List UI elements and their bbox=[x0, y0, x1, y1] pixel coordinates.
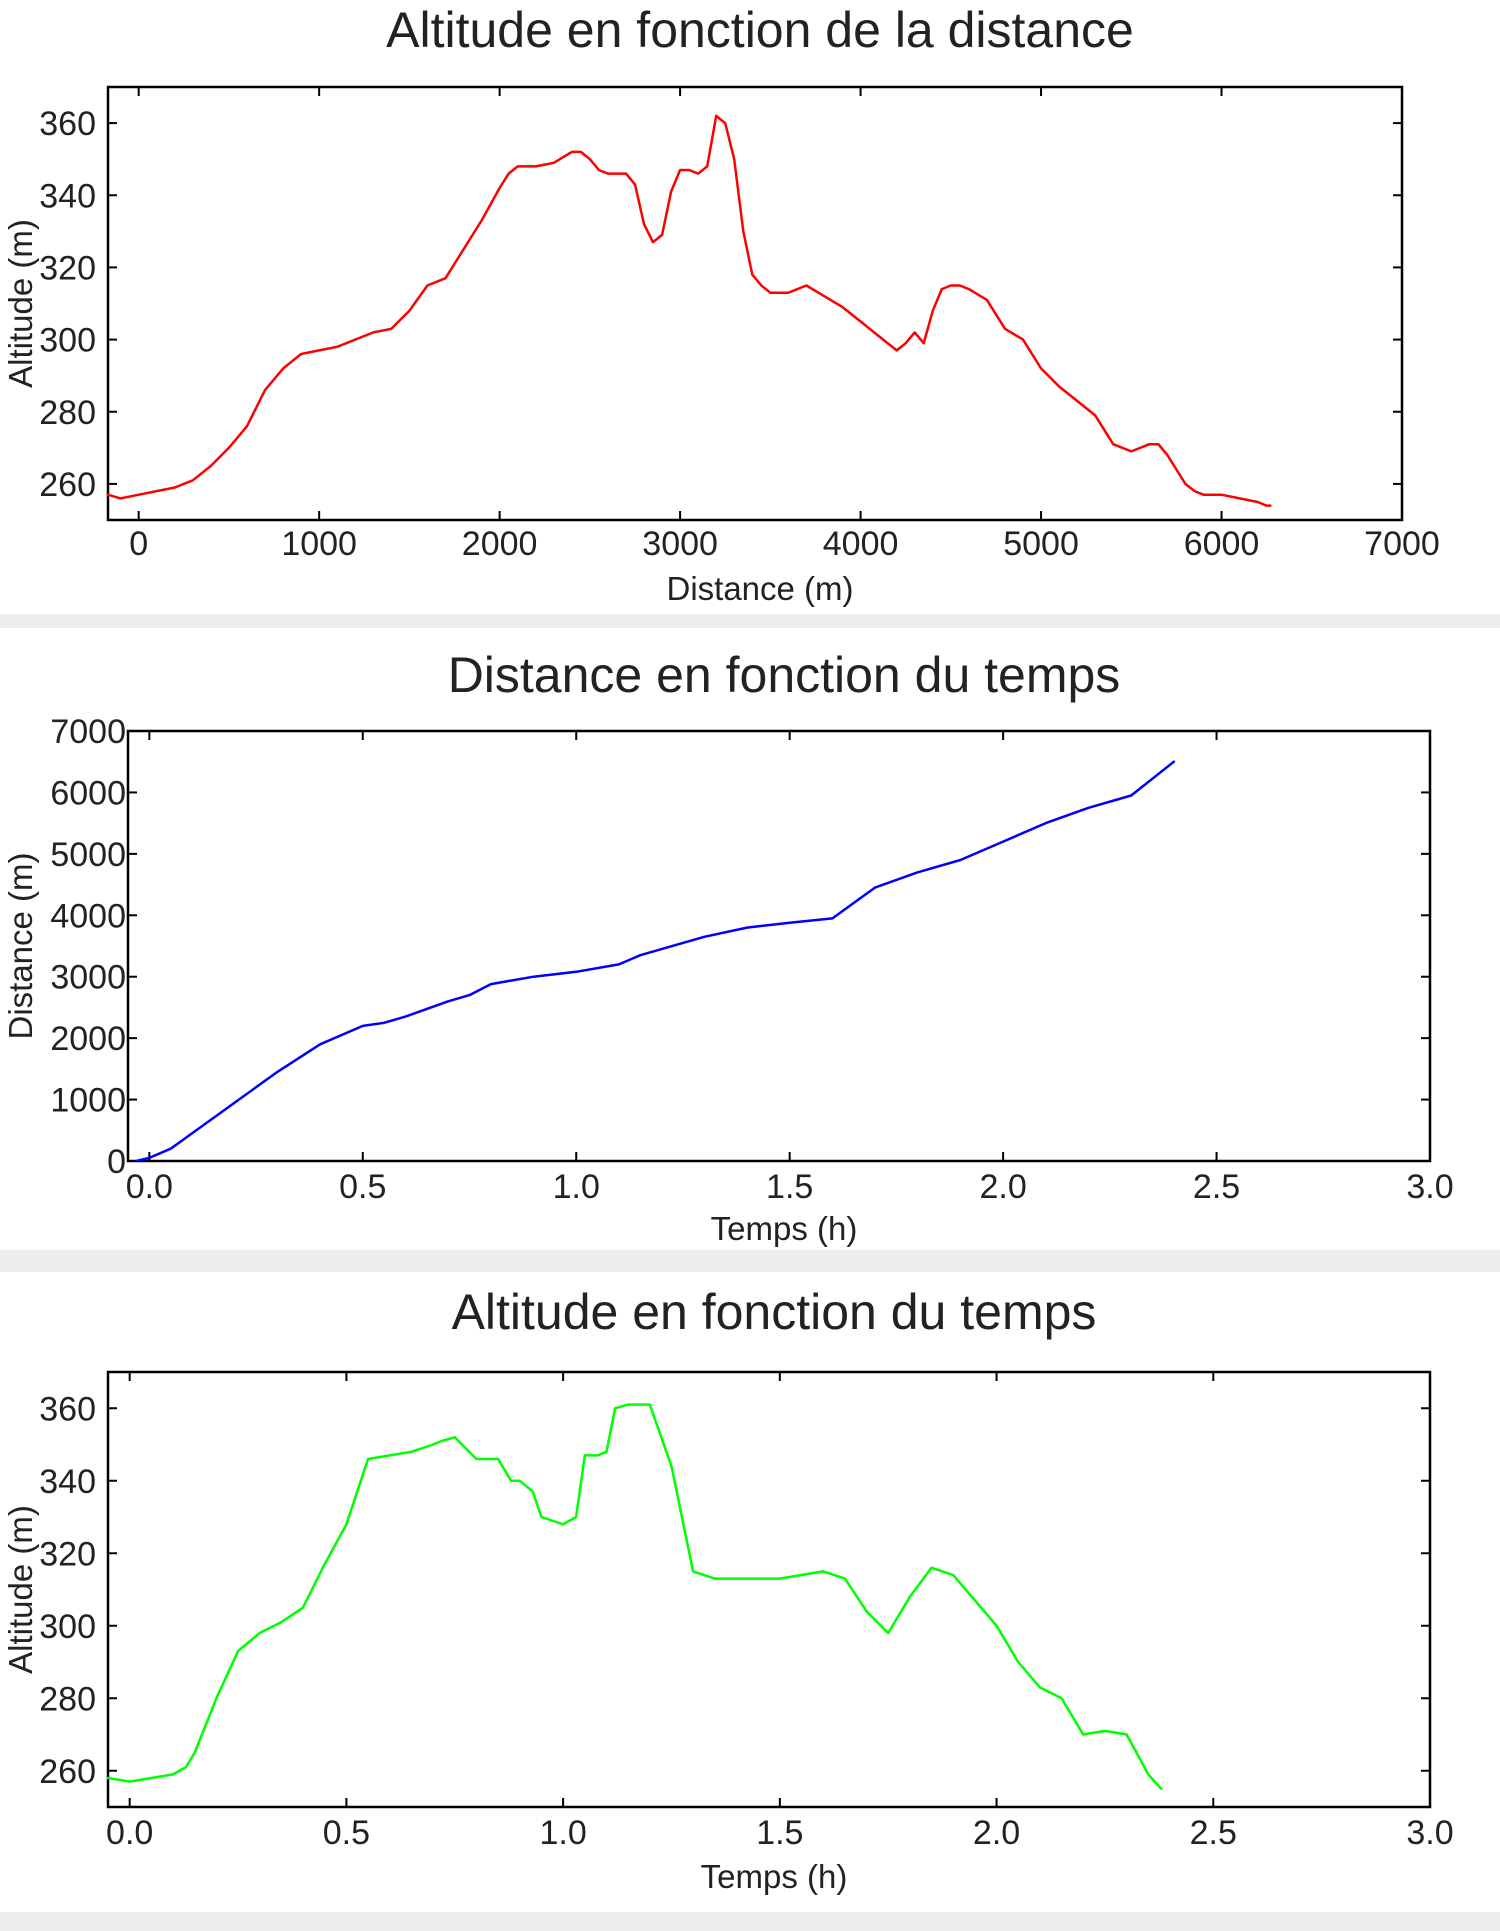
x-tick-label: 2.0 bbox=[973, 1814, 1020, 1852]
x-tick-label: 3000 bbox=[642, 525, 718, 563]
x-tick-label: 1.5 bbox=[766, 1168, 813, 1206]
chart-distance-vs-time-panel: Distance en fonction du temps 0.0 0.5 1.0 1.… bbox=[0, 628, 1500, 1250]
y-tick-label: 7000 bbox=[50, 713, 126, 751]
y-tick-label: 340 bbox=[39, 177, 96, 215]
x-axis-label: Temps (h) bbox=[701, 1858, 848, 1895]
panel-divider bbox=[0, 1250, 1500, 1272]
x-tick-label: 0.0 bbox=[106, 1814, 153, 1852]
chart-title: Distance en fonction du temps bbox=[448, 647, 1121, 703]
x-tick-label: 2000 bbox=[462, 525, 538, 563]
x-tick-label: 0.5 bbox=[323, 1814, 370, 1852]
x-tick-label: 1.0 bbox=[553, 1168, 600, 1206]
chart-altitude-vs-distance: Altitude en fonction de la distance 0 1000… bbox=[2, 2, 1440, 607]
y-tick-label: 2000 bbox=[50, 1020, 126, 1058]
y-tick-label: 0 bbox=[107, 1143, 126, 1181]
chart-title: Altitude en fonction du temps bbox=[452, 1284, 1097, 1340]
x-tick-label: 3.0 bbox=[1406, 1168, 1453, 1206]
y-tick-label: 300 bbox=[39, 1608, 96, 1646]
y-tick-label: 4000 bbox=[50, 897, 126, 935]
y-tick-label: 340 bbox=[39, 1463, 96, 1501]
panel-divider bbox=[0, 1912, 1500, 1931]
series-line bbox=[106, 114, 1272, 507]
series-line bbox=[106, 1403, 1163, 1791]
x-tick-label: 0.5 bbox=[339, 1168, 386, 1206]
y-tick-label: 320 bbox=[39, 249, 96, 287]
chart-altitude-vs-time-panel: Altitude en fonction du temps 0.0 0.5 1.0 1.… bbox=[0, 1272, 1500, 1912]
y-tick-label: 280 bbox=[39, 1680, 96, 1718]
plot-frame bbox=[126, 729, 1432, 1163]
x-tick-label: 4000 bbox=[823, 525, 899, 563]
chart-altitude-vs-distance-panel: Altitude en fonction de la distance 0 1000… bbox=[0, 0, 1500, 614]
y-tick-label: 260 bbox=[39, 466, 96, 504]
y-tick-label: 3000 bbox=[50, 959, 126, 997]
y-tick-label: 1000 bbox=[50, 1082, 126, 1120]
y-axis-label: Altitude (m) bbox=[2, 219, 39, 388]
x-tick-label: 7000 bbox=[1364, 525, 1440, 563]
y-tick-label: 6000 bbox=[50, 774, 126, 812]
plot-frame bbox=[106, 85, 1404, 522]
x-tick-label: 3.0 bbox=[1406, 1814, 1453, 1852]
y-tick-label: 300 bbox=[39, 322, 96, 360]
x-axis-label: Temps (h) bbox=[711, 1210, 858, 1247]
plot-frame bbox=[106, 1370, 1432, 1809]
y-axis-label: Distance (m) bbox=[2, 852, 39, 1039]
y-tick-label: 280 bbox=[39, 394, 96, 432]
chart-distance-vs-time: Distance en fonction du temps 0.0 0.5 1.0 1.… bbox=[2, 647, 1454, 1247]
y-tick-label: 260 bbox=[39, 1753, 96, 1791]
x-tick-label: 2.5 bbox=[1193, 1168, 1240, 1206]
y-tick-label: 360 bbox=[39, 1390, 96, 1428]
x-tick-label: 2.5 bbox=[1190, 1814, 1237, 1852]
panel-divider bbox=[0, 614, 1500, 628]
x-tick-label: 1.5 bbox=[756, 1814, 803, 1852]
x-tick-label: 1000 bbox=[281, 525, 357, 563]
chart-altitude-vs-time: Altitude en fonction du temps 0.0 0.5 1.0 1.… bbox=[2, 1284, 1454, 1895]
y-tick-label: 360 bbox=[39, 105, 96, 143]
y-axis-label: Altitude (m) bbox=[2, 1505, 39, 1674]
x-tick-label: 0 bbox=[129, 525, 148, 563]
series-line bbox=[135, 760, 1176, 1163]
x-tick-label: 5000 bbox=[1003, 525, 1079, 563]
x-tick-label: 2.0 bbox=[979, 1168, 1026, 1206]
x-tick-label: 0.0 bbox=[126, 1168, 173, 1206]
chart-title: Altitude en fonction de la distance bbox=[386, 2, 1134, 58]
x-tick-label: 1.0 bbox=[539, 1814, 586, 1852]
x-tick-label: 6000 bbox=[1184, 525, 1260, 563]
x-axis-label: Distance (m) bbox=[666, 570, 853, 607]
y-tick-label: 320 bbox=[39, 1535, 96, 1573]
y-tick-label: 5000 bbox=[50, 836, 126, 874]
